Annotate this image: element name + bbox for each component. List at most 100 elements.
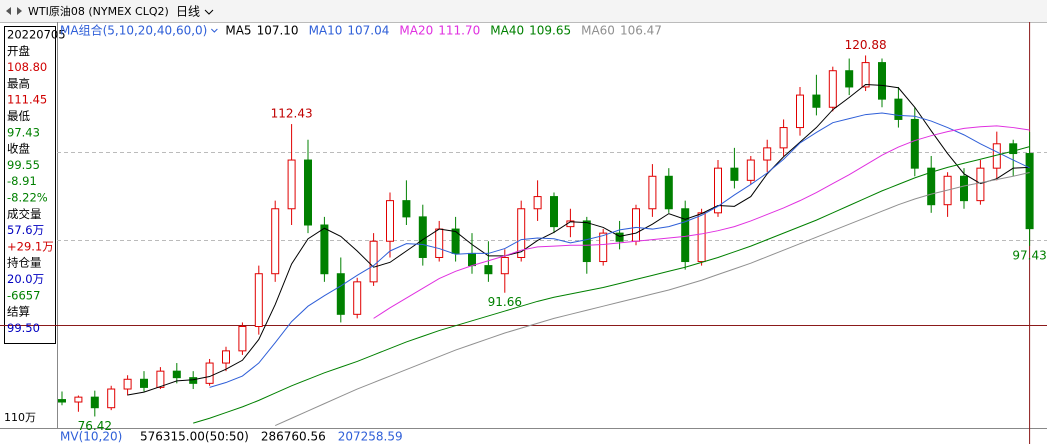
nav-icon[interactable] [6,7,22,15]
candle-body [582,220,591,263]
info-item: 结算 [7,305,30,319]
volume-axis-label: 110万 [4,411,36,424]
candle-body [714,167,722,214]
info-item: 97.43 [7,125,40,139]
candle-body [58,399,66,403]
candle-body [1009,143,1018,155]
candle-body [1025,153,1034,230]
legend-value: 109.65 [529,24,571,38]
candle-body [730,167,739,181]
candle-body [960,175,968,202]
info-item: +29.1万 [7,239,54,253]
candle-body [746,159,755,181]
info-item: 最低 [7,109,30,123]
info-item: -6657 [7,288,40,302]
candle-body [254,273,263,327]
candle-body [336,273,345,315]
candle-body [648,175,657,210]
legend-name: MA60 [581,24,615,38]
ma-line [127,84,1030,396]
toolbar [0,0,1047,22]
candle-body [418,216,427,258]
candle-body [550,196,558,228]
candle-body [140,378,148,388]
candle-body [845,70,854,88]
candle-body [615,232,624,242]
legend-value: 106.47 [620,24,662,38]
footer-item: 286760.56 [261,430,326,444]
candle-body [451,228,460,254]
candle-body [238,326,247,352]
footer-item: 207258.59 [338,430,403,444]
candle-body [894,98,903,120]
candle-body [812,94,821,108]
candle-body [910,118,919,169]
nav-arrows[interactable] [6,7,22,15]
legend-value: 111.70 [438,24,480,38]
info-item: 57.6万 [7,223,44,237]
ma-line [373,125,1030,319]
candle-body [205,362,214,384]
candle-body [369,240,378,283]
candle-body [123,378,132,390]
info-item: 108.80 [7,60,47,74]
info-item: 111.45 [7,93,47,107]
candle-body [697,212,706,263]
footer-title: MV(10,20) [60,430,122,444]
ma-title: MA组合(5,10,20,40,60,0) [60,23,207,38]
footer-item: 576315.00(50:50) [140,430,249,444]
candle-body [304,159,312,226]
ma-dropdown[interactable] [211,28,218,33]
legend-value: 107.10 [257,24,299,38]
candle-body [976,167,985,202]
candle-body [386,200,394,242]
low-label: 91.66 [488,295,522,309]
candle-body [353,281,362,315]
info-item: 开盘 [7,44,30,58]
info-item: 持仓量 [7,256,42,270]
candle-body [861,62,870,88]
candle-body [222,350,230,364]
high-label: 112.43 [271,107,313,121]
info-item: 20.0万 [7,272,44,286]
period[interactable]: 日线 [176,5,200,19]
candle-body [533,196,542,210]
candle-body [271,208,280,275]
high-label: 120.88 [845,38,887,52]
legend-name: MA20 [399,24,433,38]
ma-line [209,112,1030,388]
candle-body [681,208,690,263]
candle-body [632,208,640,242]
candle-body [927,167,936,206]
candle-body [156,370,165,388]
candle-body [320,224,329,275]
info-item: 最高 [7,76,30,90]
period-dropdown[interactable] [204,9,214,15]
ma-line [193,146,1030,424]
candle-body [74,396,83,403]
candle-body [90,396,99,409]
legend-name: MA10 [309,24,343,38]
info-panel [4,26,56,344]
info-item: 99.50 [7,321,40,335]
instrument-title[interactable]: WTI原油08 (NYMEX CLQ2) [28,4,169,18]
candle-body [878,62,886,100]
candle-body [402,200,411,218]
candle-body [189,377,198,384]
legend-name: MA5 [225,24,251,38]
info-item: -8.91 [7,174,37,188]
low-label: 97.43 [1012,248,1046,262]
legend-name: MA40 [490,24,524,38]
info-item: 收盘 [7,142,30,156]
candle-body [287,159,296,210]
candle-body [664,175,673,210]
info-item: -8.22% [7,191,48,205]
candle-body [172,370,181,379]
candle-body [779,127,788,149]
candle-body [468,252,476,267]
info-item: 成交量 [7,207,42,221]
candle-body [435,228,444,258]
candle-body [517,208,526,258]
candle-body [599,232,608,263]
